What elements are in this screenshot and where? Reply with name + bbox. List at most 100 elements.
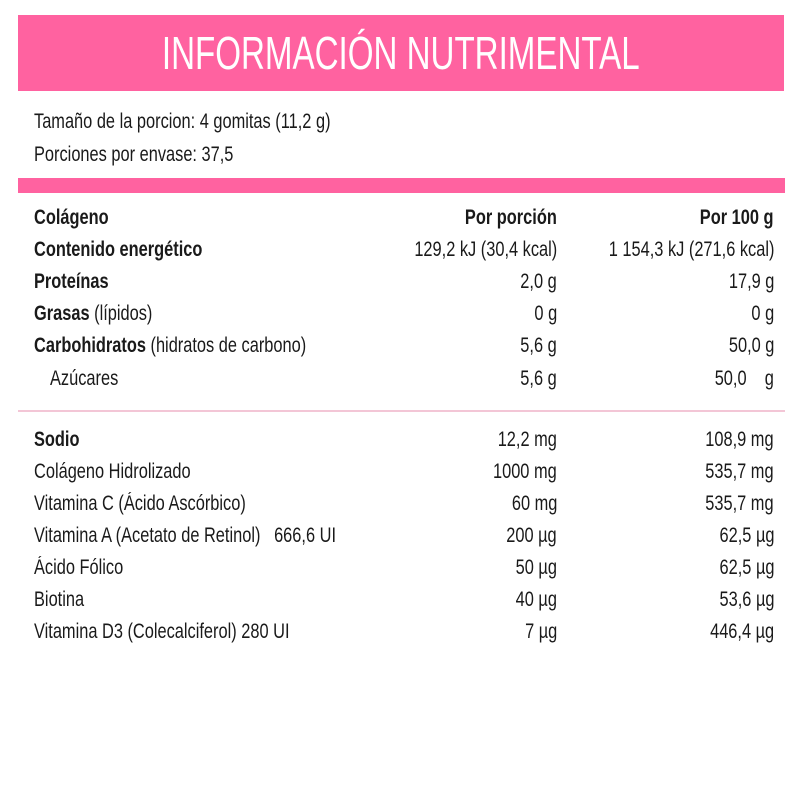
row-label-bold: Carbohidratos	[34, 334, 146, 357]
row-per-100g-text: 17,9 g	[728, 270, 774, 293]
table-row-energy: Contenido energético 129,2 kJ (30,4 kcal…	[0, 235, 800, 265]
row-per-100g: 535,7 mg	[686, 489, 774, 519]
row-per-serving: 2,0 g	[510, 267, 557, 297]
divider-thin	[18, 410, 785, 412]
row-per-100g-text: 0 g	[751, 302, 774, 325]
row-label: Vitamina D3 (Colecalciferol) 280 UI	[34, 617, 362, 647]
table-header-name: Colágeno	[34, 203, 130, 233]
row-per-serving: 1000 mg	[475, 457, 557, 487]
row-per-100g: 62,5 µg	[704, 521, 774, 551]
row-per-serving-text: 5,6 g	[520, 367, 557, 390]
table-header-name-text: Colágeno	[34, 206, 109, 229]
row-per-serving-text: 200 µg	[506, 524, 557, 547]
row-per-100g: 1 154,3 kJ (271,6 kcal)	[562, 235, 774, 265]
row-per-serving-text: 5,6 g	[520, 334, 557, 357]
table-row-vitamin-d3: Vitamina D3 (Colecalciferol) 280 UI 7 µg…	[0, 617, 800, 647]
row-per-serving: 50 µg	[504, 553, 557, 583]
row-label: Vitamina C (Ácido Ascórbico)	[34, 489, 306, 519]
row-per-100g-text: 50,0 g	[728, 334, 774, 357]
row-per-100g-text: 62,5 µg	[719, 556, 774, 579]
row-label-bold: Contenido energético	[34, 238, 203, 261]
row-per-100g: 0 g	[745, 299, 774, 329]
row-per-100g-text: 62,5 µg	[719, 524, 774, 547]
row-label-rest: Biotina	[34, 588, 85, 611]
row-per-100g: 50,0 g	[716, 331, 774, 361]
row-per-serving: 40 µg	[504, 585, 557, 615]
table-row-folic-acid: Ácido Fólico 50 µg 62,5 µg	[0, 553, 800, 583]
serving-size: Tamaño de la porcion: 4 gomitas (11,2 g)	[34, 109, 414, 135]
table-row-vitamin-a: Vitamina A (Acetato de Retinol) 666,6 UI…	[0, 521, 800, 551]
row-per-serving: 7 µg	[516, 617, 557, 647]
row-label-rest: Ácido Fólico	[34, 556, 124, 579]
table-row-sugars: Azúcares 5,6 g 50,0 g	[0, 364, 800, 394]
table-row-carbohydrates: Carbohidratos (hidratos de carbono) 5,6 …	[0, 331, 800, 361]
row-label-rest: Vitamina A (Acetato de Retinol) 666,6 UI	[34, 524, 336, 547]
servings-per-container: Porciones por envase: 37,5	[34, 142, 290, 168]
table-header-per-serving-text: Por porción	[465, 206, 557, 229]
row-per-100g-text: 446,4 µg	[709, 620, 774, 643]
row-label-rest: Azúcares	[50, 367, 119, 390]
servings-per-container-text: Porciones por envase: 37,5	[34, 143, 234, 166]
row-per-100g: 108,9 mg	[686, 425, 774, 455]
table-header-row: Colágeno Por porción Por 100 g	[0, 203, 800, 233]
row-label-rest: Vitamina D3 (Colecalciferol) 280 UI	[34, 620, 290, 643]
table-row-biotin: Biotina 40 µg 53,6 µg	[0, 585, 800, 615]
row-per-100g: 446,4 µg	[692, 617, 774, 647]
row-label-bold: Grasas	[34, 302, 90, 325]
table-row-fats: Grasas (lípidos) 0 g 0 g	[0, 299, 800, 329]
divider-thick	[18, 178, 785, 193]
row-per-serving-text: 50 µg	[515, 556, 557, 579]
row-per-serving: 12,2 mg	[481, 425, 557, 455]
row-per-serving-text: 1000 mg	[493, 460, 557, 483]
row-label: Contenido energético	[34, 235, 250, 265]
table-header-per-100g: Por 100 g	[679, 203, 774, 233]
table-row-proteins: Proteínas 2,0 g 17,9 g	[0, 267, 800, 297]
row-label-rest: Colágeno Hidrolizado	[34, 460, 191, 483]
header-bar: INFORMACIÓN NUTRIMENTAL	[18, 15, 784, 91]
row-per-serving-text: 2,0 g	[520, 270, 557, 293]
row-per-100g: 53,6 µg	[704, 585, 774, 615]
row-per-serving-text: 40 µg	[515, 588, 557, 611]
row-label: Grasas (lípidos)	[34, 299, 186, 329]
row-label-rest: (lípidos)	[89, 302, 153, 325]
row-per-100g-text: 535,7 mg	[705, 460, 774, 483]
row-per-serving-text: 129,2 kJ (30,4 kcal)	[414, 238, 557, 261]
row-per-100g: 50,0 g	[698, 364, 774, 394]
row-label-rest: (hidratos de carbono)	[145, 334, 307, 357]
row-per-serving: 129,2 kJ (30,4 kcal)	[374, 235, 557, 265]
row-per-serving-text: 7 µg	[524, 620, 557, 643]
table-header-per-100g-text: Por 100 g	[700, 206, 774, 229]
row-per-serving: 200 µg	[492, 521, 557, 551]
row-per-100g-text: 50,0 g	[714, 367, 774, 390]
table-row-hydrolyzed-collagen: Colágeno Hidrolizado 1000 mg 535,7 mg	[0, 457, 800, 487]
row-per-serving-text: 12,2 mg	[497, 428, 557, 451]
page-title: INFORMACIÓN NUTRIMENTAL	[18, 15, 784, 91]
row-per-serving: 60 mg	[499, 489, 557, 519]
row-label: Ácido Fólico	[34, 553, 148, 583]
serving-size-text: Tamaño de la porcion: 4 gomitas (11,2 g)	[34, 110, 331, 133]
row-per-100g-text: 53,6 µg	[719, 588, 774, 611]
row-label: Azúcares	[50, 364, 138, 394]
row-per-serving: 5,6 g	[510, 331, 557, 361]
row-label-rest: Vitamina C (Ácido Ascórbico)	[34, 492, 246, 515]
row-per-100g: 17,9 g	[716, 267, 774, 297]
row-per-serving: 5,6 g	[510, 364, 557, 394]
row-per-100g-text: 1 154,3 kJ (271,6 kcal)	[608, 238, 774, 261]
page-title-text: INFORMACIÓN NUTRIMENTAL	[162, 27, 640, 79]
row-label: Vitamina A (Acetato de Retinol) 666,6 UI	[34, 521, 421, 551]
row-label: Colágeno Hidrolizado	[34, 457, 235, 487]
row-per-100g: 535,7 mg	[686, 457, 774, 487]
row-label: Proteínas	[34, 267, 130, 297]
table-row-sodium: Sodio 12,2 mg 108,9 mg	[0, 425, 800, 455]
row-label: Sodio	[34, 425, 92, 455]
row-label: Biotina	[34, 585, 98, 615]
row-per-100g-text: 535,7 mg	[705, 492, 774, 515]
row-per-serving-text: 0 g	[534, 302, 557, 325]
table-header-per-serving: Por porción	[439, 203, 557, 233]
row-per-serving: 0 g	[528, 299, 557, 329]
row-per-100g-text: 108,9 mg	[705, 428, 774, 451]
row-label-bold: Sodio	[34, 428, 80, 451]
table-row-vitamin-c: Vitamina C (Ácido Ascórbico) 60 mg 535,7…	[0, 489, 800, 519]
row-label-bold: Proteínas	[34, 270, 109, 293]
row-label: Carbohidratos (hidratos de carbono)	[34, 331, 383, 361]
